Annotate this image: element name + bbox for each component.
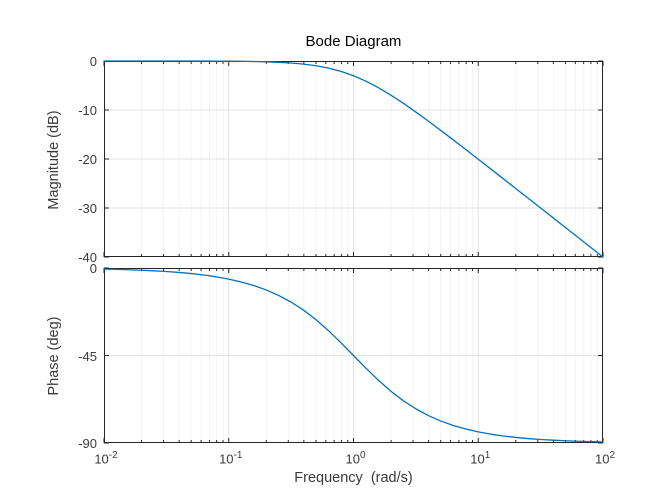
figure-title: Bode Diagram — [305, 33, 402, 50]
y-tick-label: -30 — [78, 201, 97, 216]
x-tick-label: 100 — [345, 450, 366, 467]
y-tick-label: -90 — [78, 436, 97, 451]
y-tick-label: 0 — [89, 261, 97, 276]
y-tick-label: -20 — [78, 152, 97, 167]
magnitude-plot — [103, 60, 604, 258]
phase-curve — [103, 268, 604, 443]
x-tick-label: 10-1 — [219, 450, 243, 467]
y-tick-label: -10 — [78, 103, 97, 118]
y-tick-label: 0 — [89, 54, 97, 69]
phase-plot — [103, 267, 604, 444]
y-tick-label: -45 — [78, 348, 97, 364]
magnitude-curve — [103, 60, 604, 258]
x-tick-label: 102 — [594, 450, 616, 467]
x-tick-label: 101 — [470, 450, 491, 467]
frequency-axis-label: Frequency (rad/s) — [294, 470, 413, 486]
x-tick-label: 10-2 — [94, 450, 118, 467]
y-tick-label: -40 — [78, 250, 97, 265]
